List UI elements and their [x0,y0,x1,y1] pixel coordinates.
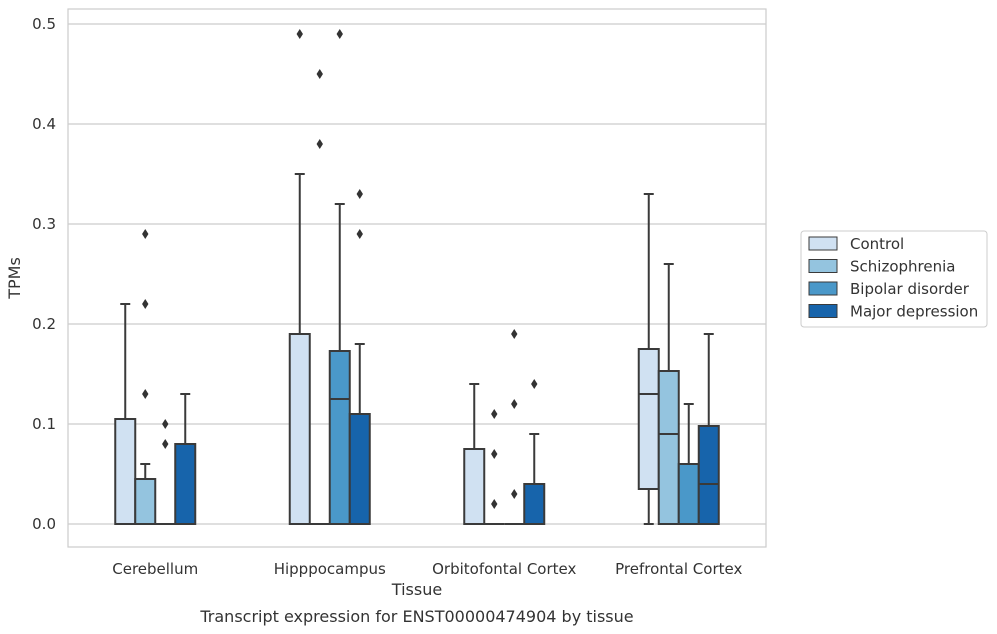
legend-item: Control [808,235,904,253]
legend-label: Schizophrenia [850,258,955,276]
box-iqr [523,483,546,525]
outlier-point [162,419,169,429]
outlier-point [356,189,363,199]
box-group [657,263,680,525]
x-tick-label: Prefrontal Cortex [615,560,742,578]
y-tick-labels: 0.0 0.1 0.2 0.3 0.4 0.5 [32,15,56,533]
x-tick-label: Orbitofontal Cortex [432,560,576,578]
box-group [174,393,197,525]
legend: Control Schizophrenia Bipolar disorder Majo… [800,230,988,328]
box-group [484,409,505,525]
legend-label: Bipolar disorder [850,280,970,298]
box-iqr [697,425,720,525]
y-tick-label: 0.3 [32,215,56,233]
box-group [348,189,371,525]
x-axis-title: Tissue [391,580,442,599]
series-major-depression [174,189,720,525]
outlier-point [162,439,169,449]
y-tick-label: 0.4 [32,115,56,133]
box-group [328,29,351,525]
outlier-point [296,29,303,39]
chart-caption: Transcript expression for ENST0000047490… [199,607,633,626]
outlier-point [316,69,323,79]
legend-swatch [808,259,838,273]
outlier-point [511,329,518,339]
box-group [504,329,525,525]
x-tick-label: Hipppocampus [274,560,386,578]
box-iqr [463,448,486,525]
box-iqr [114,418,137,525]
plot-area: 0.0 0.1 0.2 0.3 0.4 0.5 Cerebellum Hipppocampu… [32,8,767,578]
y-tick-label: 0.0 [32,515,56,533]
box-group [288,29,311,525]
outlier-point [491,409,498,419]
outlier-point [316,139,323,149]
legend-item: Schizophrenia [808,258,955,276]
outlier-point [356,229,363,239]
box-group [114,303,137,525]
y-axis-title: TPMs [5,257,24,300]
legend-swatch [808,304,838,318]
y-tick-label: 0.1 [32,415,56,433]
outlier-point [142,389,149,399]
legend-swatch [808,281,838,296]
box-iqr [174,443,197,525]
outlier-point [511,399,518,409]
series-control [114,29,660,525]
box-group [697,333,720,525]
legend-label: Control [850,235,904,253]
outlier-point [142,299,149,309]
box-iqr [134,478,157,525]
outlier-point [491,449,498,459]
x-tick-label: Cerebellum [112,560,198,578]
outlier-point [511,489,518,499]
legend-label: Major depression [850,303,978,321]
outlier-point [531,379,538,389]
box-iqr [328,350,351,525]
box-iqr [288,333,311,525]
box-iqr [657,370,680,525]
legend-item: Bipolar disorder [808,280,970,298]
outlier-point [491,499,498,509]
box-group [523,379,546,525]
y-tick-label: 0.2 [32,315,56,333]
outlier-point [336,29,343,39]
box-group [637,193,660,525]
box-group [463,383,486,525]
box-group [134,229,157,525]
series-bipolar-disorder [155,29,700,525]
box-iqr [348,413,371,525]
legend-item: Major depression [808,303,978,321]
legend-frame [800,230,988,328]
legend-swatch [808,236,838,251]
box-series-layer [114,29,720,525]
box-iqr [637,348,660,490]
box-iqr [677,463,700,525]
x-tick-labels: Cerebellum Hipppocampus Orbitofontal Corte… [112,560,742,578]
legend-items: Control Schizophrenia Bipolar disorder Majo… [808,235,978,321]
box-group [309,69,330,525]
series-schizophrenia [134,69,680,525]
box-group [155,419,176,525]
outlier-point [142,229,149,239]
y-tick-label: 0.5 [32,15,56,33]
